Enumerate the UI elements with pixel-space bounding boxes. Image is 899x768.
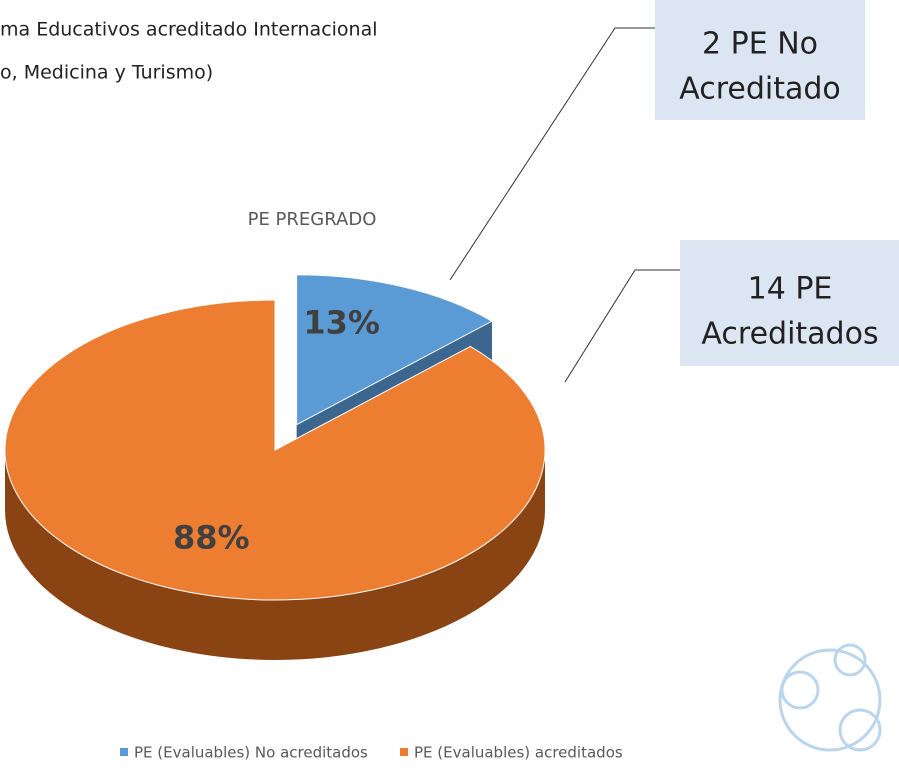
chart-title: PE PREGRADO (248, 209, 377, 230)
note: ma Educativos acreditado Internacional (0, 19, 378, 41)
leader-line (564, 269, 680, 383)
callout-box (655, 0, 865, 120)
callout-text: Acreditados (701, 317, 878, 352)
legend-swatch (120, 748, 128, 756)
callout-text: 14 PE (748, 272, 833, 307)
callout-box (680, 240, 899, 366)
slice (296, 274, 493, 426)
pie: 13% 88% (4, 274, 546, 660)
callout-text: 2 PE No (702, 27, 818, 62)
note: o, Medicina y Turismo) (0, 62, 213, 84)
value-label: 88% (173, 519, 250, 557)
logo-decoration (778, 643, 882, 752)
legend-label: PE (Evaluables) acreditados (414, 744, 623, 762)
leader-line (449, 27, 655, 281)
legend-swatch (400, 748, 408, 756)
legend-label: PE (Evaluables) No acreditados (134, 744, 368, 762)
value-label: 13% (303, 304, 380, 342)
legend: PE (Evaluables) No acreditados PE (Evalua… (120, 744, 623, 762)
slice-side (5, 450, 545, 660)
slice (4, 299, 546, 601)
callout-text: Acreditado (679, 72, 841, 107)
